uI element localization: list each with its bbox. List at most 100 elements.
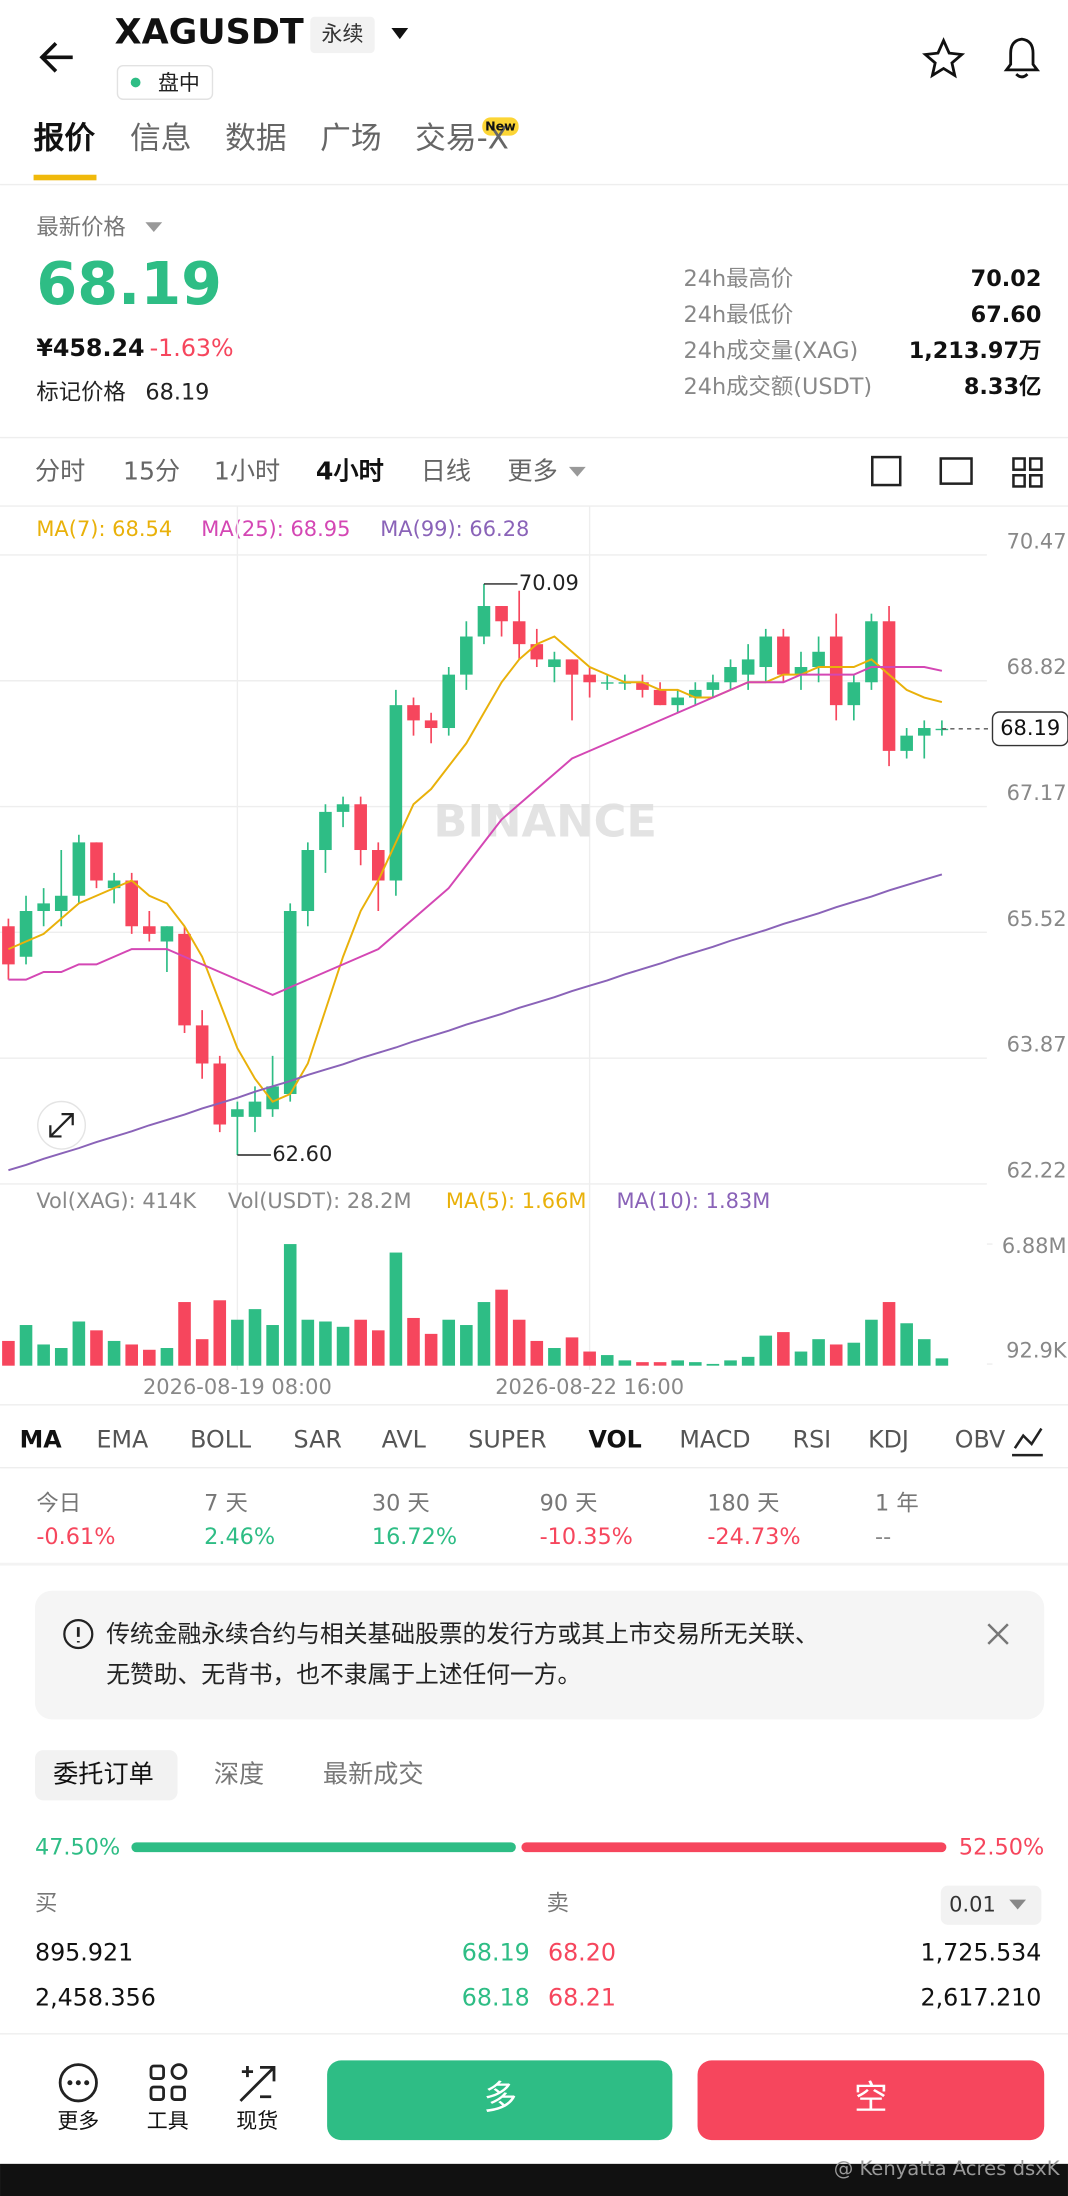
volume-bar — [231, 1319, 244, 1366]
indicator-tab[interactable]: MA — [20, 1426, 63, 1454]
volume-bar — [477, 1302, 491, 1366]
nav-tab[interactable]: 广场 — [320, 120, 382, 156]
last-price: 68.19 — [36, 250, 222, 318]
tab-underline — [33, 174, 97, 181]
nav-tab[interactable]: 交易-X — [415, 120, 509, 156]
long-button[interactable] — [327, 2060, 673, 2141]
volume-bar — [319, 1321, 332, 1366]
candle-body — [37, 903, 50, 912]
volume-bar — [495, 1289, 508, 1366]
new-badge-text: New — [485, 119, 516, 134]
volume-legend: Vol(XAG): 414K — [36, 1189, 197, 1213]
order-tab[interactable]: 最新成交 — [323, 1759, 424, 1788]
dropdown-icon[interactable] — [1009, 1899, 1027, 1910]
stat-value: 67.60 — [971, 302, 1042, 328]
ma-line — [8, 666, 943, 996]
interval-tab[interactable]: 更多 — [507, 456, 557, 485]
indicator-tab[interactable]: SUPER — [468, 1426, 546, 1454]
bid-price: 68.19 — [462, 1939, 530, 1967]
ask-qty: 1,725.534 — [921, 1939, 1042, 1967]
indicator-tab[interactable]: AVL — [382, 1426, 427, 1454]
order-tab[interactable]: 深度 — [214, 1759, 264, 1788]
candle-body — [741, 659, 755, 675]
dropdown-icon[interactable] — [391, 27, 409, 40]
candle-body — [600, 682, 614, 684]
buy-label: 买 — [35, 1890, 57, 1916]
volume-bar — [794, 1351, 808, 1366]
tool-label[interactable]: 工具 — [147, 2109, 189, 2133]
long-label[interactable]: 多 — [484, 2078, 518, 2117]
layout-icon[interactable] — [1012, 457, 1043, 488]
volume-legend: Vol(USDT): 28.2M — [228, 1189, 412, 1213]
interval-tab[interactable]: 日线 — [421, 456, 471, 485]
chart-setting-icon[interactable] — [939, 457, 973, 485]
ask-price: 68.21 — [548, 1983, 616, 2011]
volume-bar — [706, 1363, 720, 1366]
candle-body — [2, 926, 15, 965]
short-label[interactable]: 空 — [854, 2078, 888, 2117]
spot-icon[interactable] — [239, 2066, 276, 2102]
precision-pill[interactable] — [940, 1885, 1042, 1925]
candle-body — [847, 682, 861, 706]
interval-tab[interactable]: 4小时 — [316, 456, 384, 485]
buy-ratio-bar — [131, 1842, 516, 1853]
y-tick-label: 63.87 — [1007, 1033, 1067, 1057]
y-tick-label: 62.22 — [1007, 1158, 1067, 1182]
tools-icon[interactable] — [149, 2063, 188, 2101]
indicator-tab[interactable]: MACD — [679, 1426, 750, 1454]
candle-body — [231, 1109, 244, 1117]
volume-bar — [248, 1309, 262, 1366]
volume-bar — [865, 1319, 878, 1366]
short-button[interactable] — [697, 2060, 1045, 2141]
sell-ratio: 52.50% — [959, 1834, 1044, 1860]
favorite-icon[interactable] — [922, 37, 966, 79]
indicator-tab[interactable]: OBV — [955, 1426, 1006, 1454]
price-label: 最新价格 — [36, 214, 125, 240]
alert-icon[interactable] — [1003, 37, 1041, 79]
volume-bar — [407, 1317, 420, 1366]
period-change: -0.61% — [36, 1524, 115, 1550]
indicator-icon[interactable] — [1012, 1427, 1043, 1457]
indicator-tab[interactable]: SAR — [294, 1426, 342, 1454]
volume-bar — [37, 1344, 50, 1366]
volume-bar — [829, 1344, 843, 1366]
nav-tab[interactable]: 信息 — [130, 120, 192, 156]
candle-body — [319, 811, 332, 851]
volume-bar — [143, 1349, 156, 1366]
sell-ratio-bar — [521, 1842, 947, 1853]
volume-bar — [424, 1333, 438, 1366]
candle-body — [125, 880, 138, 927]
volume-tick-label: 92.9K — [1006, 1338, 1068, 1362]
nav-tab[interactable]: 数据 — [225, 120, 287, 156]
tool-label[interactable]: 更多 — [57, 2109, 99, 2133]
tool-label[interactable]: 现货 — [236, 2109, 278, 2133]
indicator-tab[interactable]: BOLL — [190, 1426, 252, 1454]
interval-tab[interactable]: 1小时 — [214, 456, 280, 485]
ask-price: 68.20 — [548, 1939, 616, 1967]
interval-tab[interactable]: 15分 — [123, 456, 180, 485]
dropdown-icon[interactable] — [568, 466, 586, 477]
precision[interactable]: 0.01 — [949, 1892, 996, 1916]
volume-legend: MA(10): 1.83M — [616, 1189, 770, 1213]
indicator-tab[interactable]: VOL — [589, 1426, 642, 1454]
nav-tab[interactable]: 报价 — [34, 120, 96, 156]
candle-body — [671, 697, 684, 706]
interval-tab[interactable]: 分时 — [35, 456, 85, 485]
status-pill — [116, 64, 214, 100]
indicator-tab[interactable]: EMA — [96, 1426, 148, 1454]
volume-bar — [935, 1358, 949, 1366]
indicator-tab[interactable]: KDJ — [868, 1426, 909, 1454]
more-icon[interactable] — [58, 2063, 98, 2103]
order-tab[interactable]: 委托订单 — [53, 1759, 154, 1788]
bid-qty: 2,458.356 — [35, 1983, 156, 2011]
indicator-tab[interactable]: RSI — [793, 1426, 832, 1454]
close-icon[interactable] — [987, 1623, 1009, 1645]
high-label: 70.09 — [519, 571, 579, 595]
dropdown-icon[interactable] — [145, 222, 163, 233]
chart-tool-icon[interactable] — [871, 455, 902, 487]
candle-body — [548, 659, 561, 668]
back-icon[interactable] — [39, 42, 73, 73]
ma-line — [8, 873, 943, 1172]
